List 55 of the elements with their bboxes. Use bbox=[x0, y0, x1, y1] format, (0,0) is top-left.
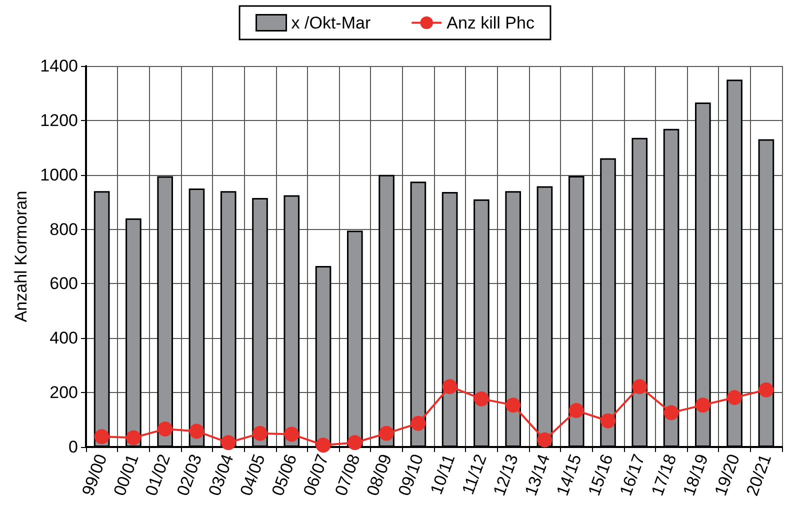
point bbox=[664, 405, 679, 420]
x-tick-label: 03/04 bbox=[204, 452, 238, 498]
y-tick-label: 1400 bbox=[40, 56, 78, 76]
point bbox=[758, 382, 774, 398]
point bbox=[158, 422, 173, 437]
point bbox=[126, 430, 141, 446]
point bbox=[537, 432, 552, 448]
x-tick-label: 01/02 bbox=[142, 452, 174, 498]
point bbox=[284, 426, 300, 442]
x-tick-label: 11/12 bbox=[458, 452, 490, 498]
point bbox=[568, 403, 584, 418]
point bbox=[506, 398, 521, 413]
y-tick-label: 800 bbox=[50, 220, 78, 239]
x-tick-label: 16/17 bbox=[616, 452, 649, 498]
point bbox=[727, 390, 742, 405]
y-tick-label: 400 bbox=[50, 328, 78, 348]
x-tick-label: 07/08 bbox=[331, 452, 364, 498]
x-tick-label: 15/16 bbox=[584, 452, 617, 498]
point bbox=[94, 429, 110, 444]
legend-label: Anz kill Phc bbox=[446, 13, 535, 32]
x-tick-label: 12/13 bbox=[490, 452, 522, 498]
x-tick-label: 19/20 bbox=[711, 452, 744, 498]
x-tick-label: 04/05 bbox=[236, 452, 269, 498]
y-tick-label: 1200 bbox=[40, 110, 78, 130]
x-tick-label: 02/03 bbox=[173, 452, 206, 498]
y-tick-label: 600 bbox=[50, 274, 78, 294]
y-tick-label: 200 bbox=[50, 383, 78, 402]
point bbox=[347, 435, 362, 450]
point bbox=[189, 424, 204, 439]
x-tick-label: 10/11 bbox=[426, 452, 459, 498]
x-tick-label: 05/06 bbox=[268, 452, 301, 498]
point bbox=[600, 413, 616, 428]
x-tick-label: 14/15 bbox=[552, 452, 586, 498]
point bbox=[220, 435, 236, 450]
point bbox=[632, 379, 648, 394]
point bbox=[316, 438, 331, 453]
x-tick-label: 17/18 bbox=[648, 452, 680, 498]
point bbox=[474, 391, 489, 406]
y-tick-label: 1000 bbox=[40, 165, 78, 184]
x-tick-label: 06/07 bbox=[300, 452, 332, 498]
x-tick-label: 09/10 bbox=[394, 452, 428, 498]
legend-label: x /Okt-Mar bbox=[291, 13, 371, 32]
x-tick-label: 00/01 bbox=[110, 452, 142, 498]
point bbox=[695, 398, 710, 413]
x-tick-label: 18/19 bbox=[679, 452, 712, 498]
y-tick-label: 0 bbox=[68, 438, 78, 456]
x-tick-label: 13/14 bbox=[521, 452, 554, 498]
y-axis-title: Anzahl Kormoran bbox=[11, 190, 30, 322]
x-tick-label: 08/09 bbox=[363, 452, 396, 498]
point bbox=[410, 416, 426, 431]
point bbox=[252, 426, 268, 441]
x-tick-label: 99/00 bbox=[78, 452, 111, 498]
point bbox=[442, 379, 458, 394]
x-tick-label: 20/21 bbox=[742, 452, 776, 498]
point bbox=[379, 426, 394, 441]
